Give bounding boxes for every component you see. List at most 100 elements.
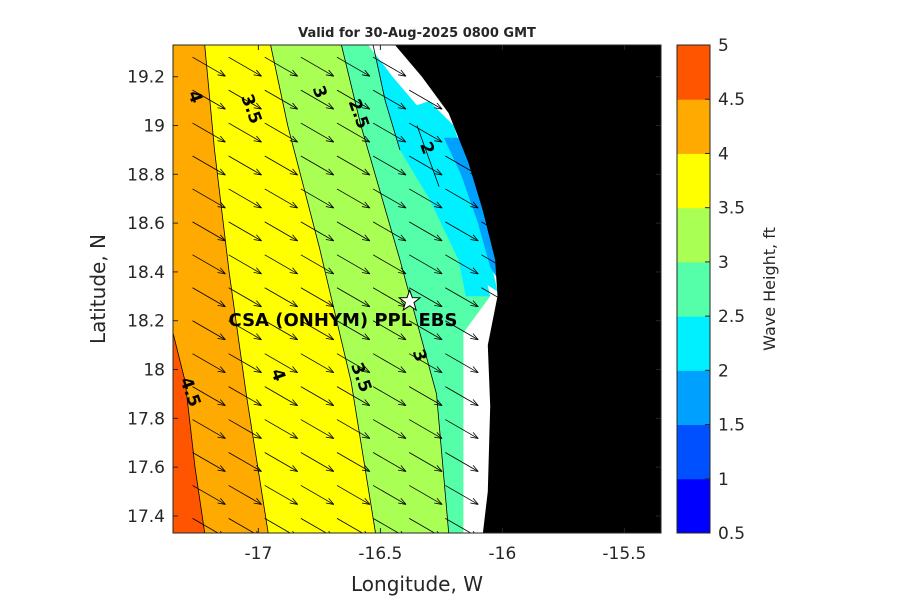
- arrow-head: [289, 403, 298, 406]
- colorbar-swatch: [677, 316, 710, 371]
- wave-arrow: [481, 155, 515, 176]
- arrow-shaft: [264, 155, 298, 176]
- arrow-shaft: [300, 320, 334, 341]
- colorbar-swatch: [677, 45, 710, 100]
- arrow-head: [361, 239, 370, 242]
- arrow-shaft: [264, 452, 298, 472]
- arrow-head: [256, 267, 262, 275]
- wave-arrow: [408, 320, 443, 341]
- arrow-head: [470, 272, 479, 275]
- arrow-head: [219, 300, 226, 308]
- wave-arrow: [300, 56, 335, 77]
- colorbar-tick-label: 4: [718, 144, 729, 164]
- arrow-head: [364, 102, 371, 110]
- arrow-shaft: [372, 122, 407, 143]
- arrow-shaft: [192, 353, 226, 374]
- arrow-head: [472, 498, 479, 505]
- wave-arrow: [336, 155, 371, 176]
- arrow-head: [219, 135, 226, 143]
- arrow-shaft: [372, 452, 407, 472]
- arrow-shaft: [372, 485, 407, 505]
- arrow-head: [292, 432, 298, 439]
- arrow-head: [361, 272, 370, 275]
- arrow-head: [217, 206, 226, 209]
- wave-arrow: [192, 254, 226, 275]
- arrow-head: [256, 102, 262, 110]
- arrow-head: [292, 135, 298, 143]
- arrow-head: [325, 239, 334, 242]
- wave-arrow: [372, 419, 407, 439]
- arrow-shaft: [372, 155, 407, 176]
- wave-arrow: [372, 221, 407, 242]
- x-tick-label: -16.5: [358, 544, 402, 564]
- wave-arrow: [300, 287, 335, 308]
- wave-arrow: [192, 188, 226, 209]
- arrow-head: [328, 168, 335, 176]
- x-axis-label: Longitude, W: [351, 572, 483, 596]
- arrow-shaft: [336, 287, 371, 308]
- arrow-shaft: [228, 56, 262, 77]
- arrow-head: [325, 305, 334, 308]
- arrow-shaft: [228, 485, 262, 505]
- wave-arrow: [336, 452, 371, 472]
- arrow-head: [436, 530, 439, 533]
- colorbar-tick-label: 2.5: [718, 307, 745, 327]
- arrow-shaft: [336, 89, 371, 110]
- arrow-shaft: [336, 419, 371, 439]
- wave-arrow: [228, 122, 262, 143]
- wave-arrow: [445, 452, 479, 472]
- wave-arrow: [192, 320, 226, 341]
- arrow-head: [361, 337, 370, 341]
- y-axis-label: Latitude, N: [86, 234, 110, 344]
- arrow-head: [400, 465, 407, 472]
- arrow-shaft: [192, 518, 219, 533]
- arrow-shaft: [300, 122, 334, 143]
- wave-arrow: [264, 56, 298, 77]
- wave-arrow: [336, 188, 371, 209]
- wave-arrow: [408, 122, 443, 143]
- arrow-head: [434, 469, 443, 472]
- arrow-head: [325, 469, 334, 472]
- arrow-head: [472, 234, 479, 242]
- arrow-head: [434, 502, 443, 505]
- wave-arrow: [336, 320, 371, 341]
- arrow-head: [253, 502, 262, 505]
- arrow-shaft: [192, 287, 226, 308]
- arrow-shaft: [372, 89, 407, 110]
- wave-arrow: [336, 89, 371, 110]
- wave-arrow: [192, 56, 226, 77]
- arrow-head: [470, 536, 478, 537]
- wave-arrow: [192, 386, 226, 406]
- arrow-head: [470, 337, 479, 341]
- y-tick-label: 18.4: [127, 263, 165, 283]
- wave-arrow: [228, 452, 262, 472]
- arrow-head: [400, 530, 403, 533]
- arrow-shaft: [481, 221, 515, 242]
- wave-arrow: [192, 221, 226, 242]
- wave-arrow: [445, 287, 479, 308]
- arrow-shaft: [336, 254, 371, 275]
- arrow-head: [289, 502, 298, 505]
- arrow-head: [292, 201, 298, 209]
- wave-arrow: [336, 353, 371, 374]
- arrow-head: [400, 366, 407, 373]
- wave-arrow: [445, 221, 479, 242]
- arrow-head: [398, 337, 407, 341]
- wave-arrow: [336, 56, 371, 77]
- wave-direction-arrows: [192, 56, 515, 537]
- arrow-shaft: [228, 188, 262, 209]
- wave-arrow: [336, 287, 371, 308]
- arrow-head: [361, 140, 370, 143]
- arrow-head: [398, 272, 407, 275]
- arrow-head: [289, 140, 298, 143]
- wave-arrow: [264, 518, 295, 533]
- arrow-head: [470, 403, 479, 406]
- arrow-shaft: [192, 419, 226, 439]
- wave-arrow: [408, 518, 439, 533]
- wave-arrow: [300, 485, 335, 505]
- arrow-head: [436, 366, 443, 373]
- arrow-shaft: [336, 221, 371, 242]
- arrow-shaft: [408, 485, 443, 505]
- site-star-marker: [397, 288, 422, 312]
- arrow-head: [292, 366, 298, 373]
